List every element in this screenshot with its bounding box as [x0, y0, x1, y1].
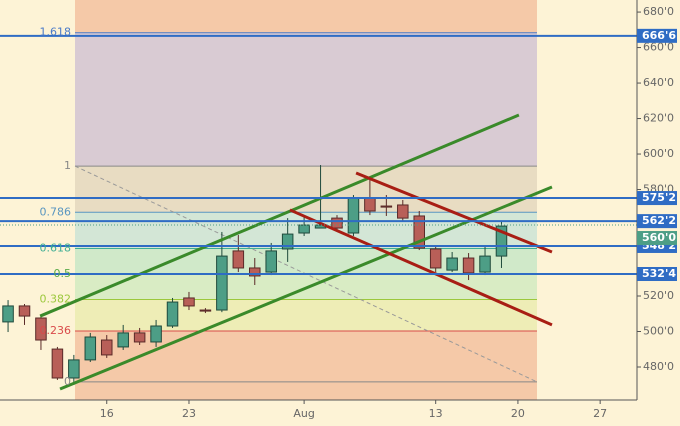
fib-level-label: 0 [64, 375, 71, 388]
price-level-label: 666'6 [642, 29, 676, 42]
price-level-label: 532'4 [642, 267, 676, 280]
candle-body [2, 305, 14, 323]
price-level-box [637, 214, 677, 229]
candle-body [51, 348, 64, 379]
fib-zone [74, 381, 538, 400]
price-level-label: 562'2 [642, 214, 676, 227]
y-tick-label: 520'0 [643, 289, 674, 302]
candle-body [166, 301, 179, 327]
x-tick-label: 13 [429, 407, 443, 420]
candle-body [429, 248, 442, 269]
candle-body [495, 225, 508, 257]
candle-body [397, 204, 409, 219]
candle-body [413, 215, 426, 249]
fib-level-label: 0.618 [39, 242, 71, 255]
candle-body [446, 257, 458, 271]
candle-body [462, 257, 475, 274]
y-tick-label: 480'0 [643, 360, 674, 373]
candle-body [380, 205, 393, 208]
candle-body [265, 250, 277, 273]
price-level-box [637, 267, 677, 282]
price-level-box [637, 28, 677, 43]
fib-level-label: 0.382 [39, 292, 71, 305]
x-tick-label: 27 [593, 407, 607, 420]
y-tick-label: 680'0 [643, 5, 674, 18]
candle-body [232, 250, 245, 269]
trend-line [355, 171, 553, 254]
candle-body [479, 255, 491, 273]
candle-body [298, 224, 310, 234]
y-tick-label: 660'0 [643, 41, 674, 54]
y-tick-label: 500'0 [643, 324, 674, 337]
candle-body [100, 339, 113, 356]
candle-body [150, 325, 162, 343]
x-tick-label: Aug [293, 407, 314, 420]
candle-body [331, 217, 343, 229]
fib-level-label: 0.5 [53, 267, 71, 280]
price-level-box [637, 191, 677, 206]
fib-level-label: 1 [64, 159, 71, 172]
candle-body [68, 359, 80, 379]
candle-body [35, 317, 47, 341]
fib-level-label: 0.786 [39, 205, 71, 218]
candle-body [216, 255, 228, 311]
fib-zone [74, 32, 538, 167]
y-tick-label: 640'0 [643, 76, 674, 89]
candle-body [117, 332, 129, 348]
x-tick-label: 23 [182, 407, 196, 420]
candle-body [199, 309, 212, 312]
x-tick-label: 20 [511, 407, 525, 420]
candle-body [364, 197, 376, 212]
trend-line [39, 113, 520, 318]
candle-body [18, 305, 31, 317]
last-price-label: 560'0 [642, 231, 676, 244]
candle-body [281, 233, 294, 250]
y-tick-label: 600'0 [643, 147, 674, 160]
y-tick-label: 620'0 [643, 112, 674, 125]
candle-body [84, 336, 97, 361]
trend-line [289, 208, 553, 327]
candle-body [249, 267, 261, 277]
last-price-box [637, 231, 677, 246]
fib-level-label: 1.618 [39, 26, 71, 39]
candle-body [347, 197, 360, 234]
price-level-label: 575'2 [642, 191, 676, 204]
candle-body [183, 297, 195, 307]
candle-body [133, 332, 146, 343]
fib-zone [74, 0, 538, 33]
fib-level-label: 0.236 [39, 324, 71, 337]
fib-zone [74, 299, 538, 331]
x-tick-label: 16 [100, 407, 114, 420]
